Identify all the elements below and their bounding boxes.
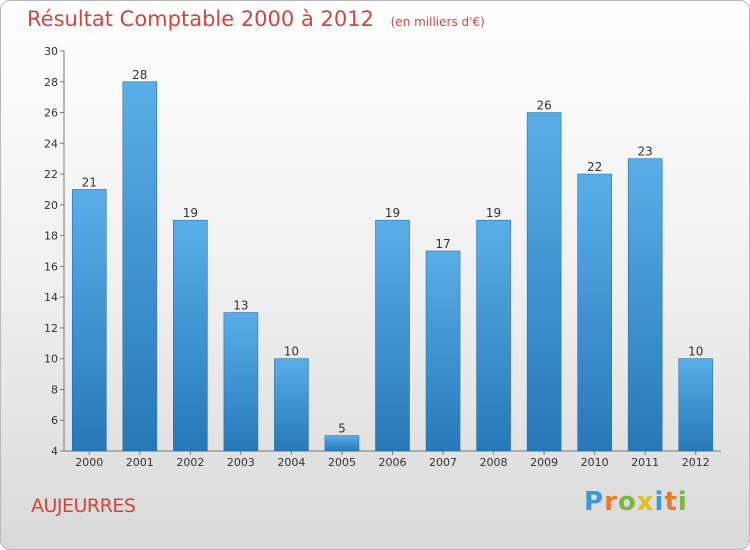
y-tick-label: 8 xyxy=(51,383,58,396)
y-tick-label: 30 xyxy=(44,45,58,58)
bar-2006[interactable] xyxy=(375,219,410,452)
x-tick-label-2006: 2006 xyxy=(379,456,407,469)
bar-2002[interactable] xyxy=(173,219,208,452)
x-tick-label-2012: 2012 xyxy=(682,456,710,469)
logo-letter: i xyxy=(677,487,688,517)
bar-2001[interactable] xyxy=(122,81,158,452)
data-label-2009: 26 xyxy=(536,99,551,113)
bar-2004[interactable] xyxy=(274,358,309,452)
data-label-2002: 19 xyxy=(183,206,198,220)
y-tick-label: 6 xyxy=(51,414,58,427)
data-label-2003: 13 xyxy=(233,299,248,313)
y-tick-label: 26 xyxy=(44,107,58,120)
chart-subtitle: (en milliers d'€) xyxy=(390,15,485,29)
y-tick-label: 22 xyxy=(44,168,58,181)
data-label-2008: 19 xyxy=(486,206,501,220)
logo-letter: P xyxy=(584,487,605,517)
x-tick-label-2007: 2007 xyxy=(429,456,457,469)
x-tick-label-2010: 2010 xyxy=(581,456,609,469)
y-tick-label: 16 xyxy=(44,260,58,273)
logo-letter: x xyxy=(636,487,655,517)
y-tick-label: 10 xyxy=(44,353,58,366)
bar-2011[interactable] xyxy=(627,158,663,452)
data-label-2007: 17 xyxy=(435,237,450,251)
data-label-2012: 10 xyxy=(688,345,703,359)
bar-2008[interactable] xyxy=(476,219,511,452)
logo-letter: t xyxy=(664,487,678,517)
data-label-2001: 28 xyxy=(132,68,147,82)
logo-letter: r xyxy=(604,487,618,517)
bar-2009[interactable] xyxy=(526,112,562,452)
bar-2005[interactable] xyxy=(324,435,360,452)
bar-2012[interactable] xyxy=(678,358,714,452)
bar-2003[interactable] xyxy=(223,312,259,452)
logo-letter: i xyxy=(654,487,665,517)
x-tick-label-2002: 2002 xyxy=(176,456,204,469)
y-tick-label: 14 xyxy=(44,291,58,304)
x-tick-label-2000: 2000 xyxy=(75,456,103,469)
bar-2007[interactable] xyxy=(425,250,461,452)
chart-title-text: Résultat Comptable 2000 à 2012 xyxy=(27,7,374,31)
y-tick-label: 28 xyxy=(44,76,58,89)
bar-2010[interactable] xyxy=(577,173,612,452)
commune-name: AUJEURRES xyxy=(31,495,136,517)
data-label-2000: 21 xyxy=(82,175,97,189)
x-tick-label-2003: 2003 xyxy=(227,456,255,469)
proxiti-logo[interactable]: Proxiti xyxy=(584,487,688,517)
chart-title: Résultat Comptable 2000 à 2012 (en milli… xyxy=(27,7,485,31)
x-tick-label-2001: 2001 xyxy=(126,456,154,469)
data-label-2005: 5 xyxy=(338,422,346,436)
x-tick-label-2009: 2009 xyxy=(530,456,558,469)
data-label-2006: 19 xyxy=(385,206,400,220)
y-tick-label: 18 xyxy=(44,230,58,243)
y-tick-label: 24 xyxy=(44,137,58,150)
y-tick-label: 20 xyxy=(44,199,58,212)
data-label-2010: 22 xyxy=(587,160,602,174)
bar-2000[interactable] xyxy=(71,189,107,452)
logo-letter: o xyxy=(617,487,637,517)
x-tick-label-2005: 2005 xyxy=(328,456,356,469)
x-tick-label-2008: 2008 xyxy=(480,456,508,469)
y-tick-label: 4 xyxy=(51,445,58,458)
y-tick-label: 12 xyxy=(44,322,58,335)
x-tick-label-2004: 2004 xyxy=(277,456,305,469)
x-tick-label-2011: 2011 xyxy=(631,456,659,469)
data-label-2011: 23 xyxy=(638,145,653,159)
data-label-2004: 10 xyxy=(284,345,299,359)
